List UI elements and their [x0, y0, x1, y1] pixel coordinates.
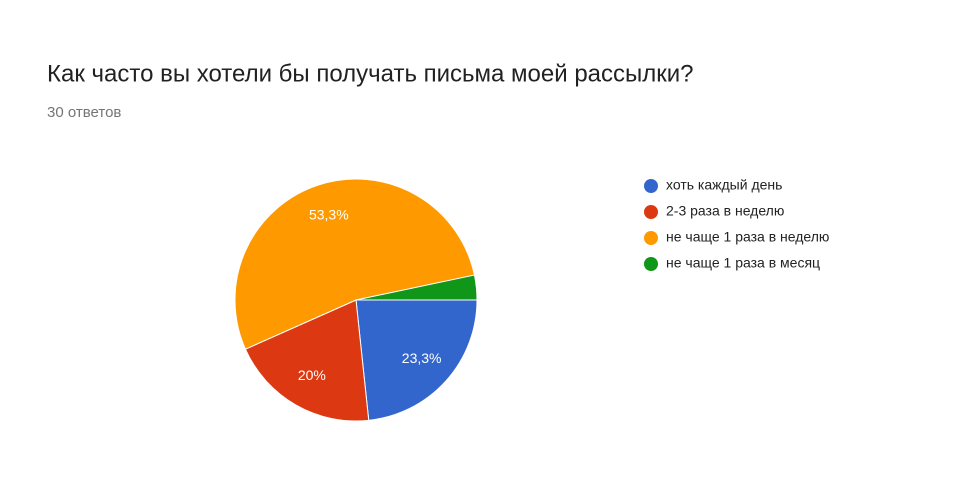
- slice-label: 53,3%: [309, 207, 349, 223]
- legend-marker: [644, 231, 658, 245]
- legend-marker: [644, 257, 658, 271]
- slice-label: 20%: [298, 367, 326, 383]
- pie-slice: [244, 299, 370, 422]
- chart-title: Как часто вы хотели бы получать письма м…: [47, 60, 694, 87]
- pie-slice: [355, 274, 478, 301]
- legend-marker: [644, 179, 658, 193]
- chart-subtitle: 30 ответов: [47, 104, 121, 121]
- legend-label: не чаще 1 раза в месяц: [666, 255, 820, 271]
- legend-label: не чаще 1 раза в неделю: [666, 229, 829, 245]
- legend-label: хоть каждый день: [666, 177, 782, 193]
- legend-marker: [644, 205, 658, 219]
- pie-slice: [355, 299, 478, 421]
- slice-label: 23,3%: [402, 350, 442, 366]
- legend-label: 2-3 раза в неделю: [666, 203, 784, 219]
- pie-slice: [234, 178, 475, 350]
